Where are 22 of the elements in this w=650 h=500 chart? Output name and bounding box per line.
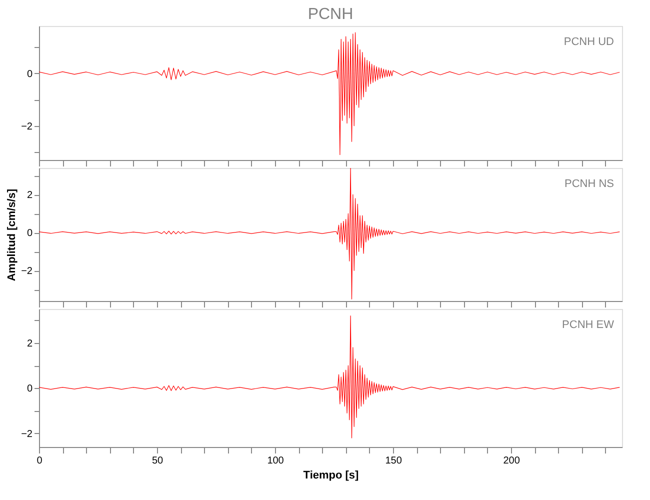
x-tick-label: 0 bbox=[36, 456, 43, 466]
x-axis-title: Tiempo [s] bbox=[303, 470, 360, 482]
y-tick-label: 0 bbox=[26, 384, 33, 395]
y-tick-label: 2 bbox=[26, 338, 33, 350]
y-tick-label: 2 bbox=[26, 190, 33, 202]
line-series bbox=[39, 168, 620, 300]
x-tick-label: 100 bbox=[267, 456, 284, 466]
x-tick-label: 50 bbox=[152, 456, 164, 466]
x-tick-label: 150 bbox=[385, 456, 402, 466]
annotation: PCNH EW bbox=[562, 319, 615, 331]
y-tick-label: −2 bbox=[21, 121, 33, 132]
line-series bbox=[39, 32, 620, 156]
annotation: PCNH UD bbox=[564, 36, 614, 48]
line-series bbox=[39, 315, 620, 438]
chart-title: PCNH bbox=[308, 6, 354, 23]
x-tick-label: 200 bbox=[503, 456, 520, 466]
y-tick-label: −2 bbox=[21, 266, 33, 278]
y-axis-title: Amplitud [cm/s/s] bbox=[6, 188, 18, 282]
annotation: PCNH NS bbox=[564, 178, 614, 190]
y-tick-label: 0 bbox=[26, 68, 33, 80]
y-tick-label: 0 bbox=[26, 228, 33, 240]
y-tick-label: −2 bbox=[21, 428, 33, 440]
